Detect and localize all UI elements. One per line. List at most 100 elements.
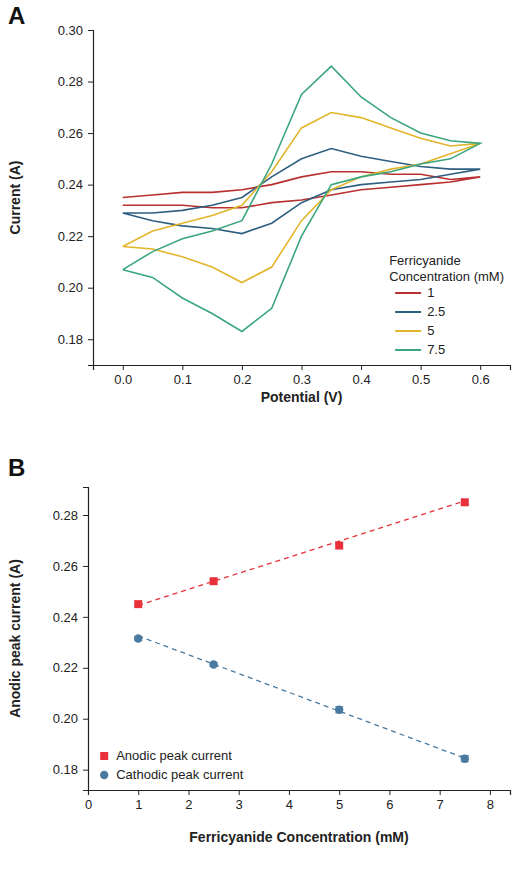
x-tick-mark <box>339 790 340 795</box>
x-tick-label: 0.3 <box>293 372 311 387</box>
x-axis-title: Potential (V) <box>261 389 343 405</box>
y-tick-mark <box>88 30 93 31</box>
x-tick-label: 7 <box>437 797 444 812</box>
x-tick-label: 3 <box>236 797 243 812</box>
legend-label: 2.5 <box>427 304 445 319</box>
legend-swatch <box>395 311 421 313</box>
y-tick-label: 0.22 <box>58 229 83 244</box>
y-tick: 0.24 <box>53 610 88 625</box>
y-axis-title: Current (A) <box>7 161 23 235</box>
data-point <box>461 754 469 762</box>
x-tick-mark <box>182 365 183 370</box>
x-tick: 6 <box>386 790 393 812</box>
x-tick-label: 1 <box>135 797 142 812</box>
figure: 0.0 0.1 0.2 0.3 0.4 0.5 0.6 0.18 0.20 0.22 0.24 0.2… <box>0 0 519 882</box>
data-point <box>134 634 142 642</box>
x-axis-line <box>89 791 511 796</box>
legend-swatch <box>395 349 421 351</box>
series-line <box>123 66 480 331</box>
y-tick: 0.28 <box>58 74 93 89</box>
panel-letter: A <box>8 2 25 29</box>
x-tick-mark <box>188 790 189 795</box>
x-axis: 0 1 2 3 4 5 6 7 8 <box>85 790 511 812</box>
x-tick: 0.1 <box>174 365 192 387</box>
x-tick-mark <box>490 790 491 795</box>
legend: Anodic peak currentCathodic peak current <box>100 748 244 782</box>
y-axis: 0.18 0.20 0.22 0.24 0.26 0.28 <box>53 488 89 791</box>
x-axis-line <box>94 366 511 371</box>
y-tick: 0.20 <box>53 711 88 726</box>
y-tick-mark <box>88 133 93 134</box>
y-axis-line <box>83 488 89 791</box>
x-tick: 0.6 <box>472 365 490 387</box>
y-tick-mark <box>88 236 93 237</box>
x-tick-label: 4 <box>286 797 293 812</box>
y-tick: 0.22 <box>58 229 93 244</box>
y-tick-label: 0.22 <box>53 660 78 675</box>
y-tick: 0.28 <box>53 508 88 523</box>
y-tick-label: 0.18 <box>58 332 83 347</box>
x-tick: 3 <box>236 790 243 812</box>
y-tick-label: 0.28 <box>53 508 78 523</box>
y-axis-line <box>88 31 94 366</box>
x-tick: 0.5 <box>412 365 430 387</box>
y-tick: 0.18 <box>53 762 88 777</box>
x-tick-label: 0.6 <box>472 372 490 387</box>
legend-label: 5 <box>427 323 434 338</box>
y-tick: 0.22 <box>53 660 88 675</box>
panel-0: 0.0 0.1 0.2 0.3 0.4 0.5 0.6 0.18 0.20 0.22 0.24 0.2… <box>7 2 511 405</box>
x-tick-label: 5 <box>336 797 343 812</box>
x-tick-mark <box>242 365 243 370</box>
x-axis-title: Ferricyanide Concentration (mM) <box>189 829 408 845</box>
legend: FerricyanideConcentration (mM)12.557.5 <box>389 253 504 357</box>
x-tick-label: 0.4 <box>353 372 371 387</box>
y-tick-label: 0.24 <box>53 610 78 625</box>
y-tick: 0.18 <box>58 332 93 347</box>
x-tick-label: 0.5 <box>412 372 430 387</box>
data-point <box>210 577 218 585</box>
y-tick-mark <box>88 185 93 186</box>
fit-line <box>138 636 465 758</box>
legend-label: 7.5 <box>427 342 445 357</box>
legend-swatch <box>395 292 421 294</box>
x-axis: 0.0 0.1 0.2 0.3 0.4 0.5 0.6 <box>94 365 511 387</box>
y-tick-label: 0.26 <box>53 559 78 574</box>
y-tick-label: 0.24 <box>58 177 83 192</box>
x-tick: 7 <box>437 790 444 812</box>
x-tick: 0.0 <box>114 365 132 387</box>
panel-1: 0 1 2 3 4 5 6 7 8 0.18 0.20 0.22 0.24 0.26 0.28 Ferricy… <box>7 454 511 845</box>
y-tick-mark <box>83 515 88 516</box>
x-tick-mark <box>302 365 303 370</box>
x-tick: 0.2 <box>233 365 251 387</box>
y-tick-mark <box>83 566 88 567</box>
legend-swatch <box>100 771 108 779</box>
y-tick-label: 0.30 <box>58 23 83 38</box>
x-tick: 1 <box>135 790 142 812</box>
y-axis: 0.18 0.20 0.22 0.24 0.26 0.28 0.30 <box>58 23 94 366</box>
x-tick: 0.4 <box>353 365 371 387</box>
x-tick-mark <box>239 790 240 795</box>
x-tick-label: 0 <box>85 797 92 812</box>
x-tick: 8 <box>487 790 494 812</box>
x-tick-mark <box>361 365 362 370</box>
legend-title: FerricyanideConcentration (mM) <box>389 253 504 284</box>
x-tick-label: 2 <box>185 797 192 812</box>
y-tick-label: 0.20 <box>53 711 78 726</box>
data-point <box>335 542 343 550</box>
y-tick-mark <box>88 82 93 83</box>
x-tick-mark <box>421 365 422 370</box>
plot-marks <box>134 498 469 763</box>
y-tick-mark <box>83 719 88 720</box>
x-tick-label: 6 <box>386 797 393 812</box>
x-tick-mark <box>289 790 290 795</box>
y-tick-label: 0.28 <box>58 74 83 89</box>
x-tick: 5 <box>336 790 343 812</box>
y-tick: 0.20 <box>58 280 93 295</box>
panel-letter: B <box>8 454 25 481</box>
legend-swatch <box>100 752 108 760</box>
legend-label: Anodic peak current <box>116 748 232 763</box>
y-tick-label: 0.26 <box>58 126 83 141</box>
plot-marks <box>123 66 480 331</box>
x-tick-mark <box>123 365 124 370</box>
y-tick-mark <box>83 617 88 618</box>
